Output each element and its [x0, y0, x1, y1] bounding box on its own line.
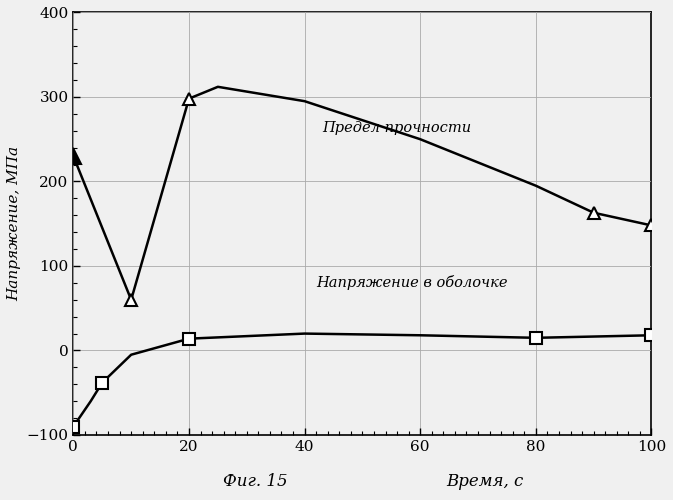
Y-axis label: Напряжение, МПа: Напряжение, МПа	[7, 146, 21, 302]
Text: Предел прочности: Предел прочности	[322, 122, 471, 136]
Text: Напряжение в оболочке: Напряжение в оболочке	[316, 275, 507, 290]
Text: Фиг. 15: Фиг. 15	[223, 473, 288, 490]
Text: Время, с: Время, с	[446, 473, 523, 490]
